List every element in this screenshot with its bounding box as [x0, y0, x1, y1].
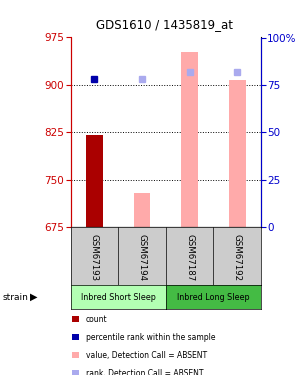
Text: percentile rank within the sample: percentile rank within the sample: [86, 333, 216, 342]
Text: GDS1610 / 1435819_at: GDS1610 / 1435819_at: [97, 18, 233, 31]
Text: count: count: [86, 315, 108, 324]
Text: value, Detection Call = ABSENT: value, Detection Call = ABSENT: [86, 351, 207, 360]
Text: GSM67193: GSM67193: [90, 234, 99, 281]
Bar: [86, 135, 103, 227]
Text: GSM67192: GSM67192: [233, 234, 242, 281]
Text: GSM67187: GSM67187: [185, 234, 194, 281]
Bar: [134, 194, 150, 227]
Text: Inbred Short Sleep: Inbred Short Sleep: [81, 292, 156, 302]
Text: rank, Detection Call = ABSENT: rank, Detection Call = ABSENT: [86, 369, 204, 375]
Bar: [181, 52, 198, 227]
Text: ▶: ▶: [30, 292, 38, 302]
Text: strain: strain: [3, 292, 29, 302]
Text: GSM67194: GSM67194: [137, 234, 146, 281]
Bar: [229, 80, 245, 227]
Text: Inbred Long Sleep: Inbred Long Sleep: [177, 292, 250, 302]
